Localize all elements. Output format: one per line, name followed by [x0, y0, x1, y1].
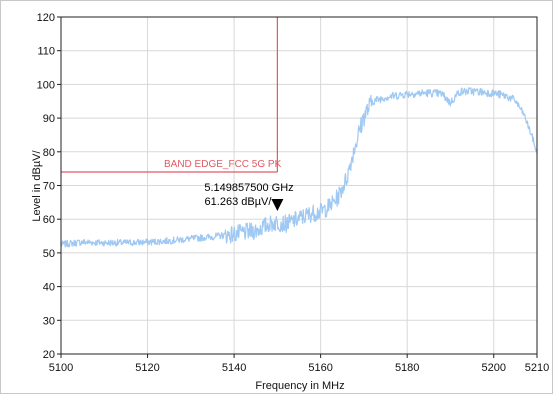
y-tick-label: 70 [43, 181, 55, 193]
x-axis-label: Frequency in MHz [255, 380, 344, 392]
y-tick-label: 100 [37, 79, 55, 91]
y-axis-label: Level in dBµV/ [31, 149, 43, 221]
x-tick-label: 5200 [481, 362, 505, 374]
x-tick-label: 5180 [395, 362, 419, 374]
x-tick-label: 5160 [308, 362, 332, 374]
y-tick-label: 90 [43, 113, 55, 125]
y-tick-label: 110 [37, 46, 55, 58]
grid [60, 16, 538, 355]
y-tick-label: 40 [43, 282, 55, 294]
trace-layer [60, 87, 538, 248]
x-tick-label: 5120 [135, 362, 159, 374]
y-tick-label: 60 [43, 214, 55, 226]
y-tick-label: 80 [43, 147, 55, 159]
marker-frequency-label: 5.149857500 GHz [204, 182, 293, 194]
x-tick-label: 5140 [222, 362, 246, 374]
spectrum-trace [60, 87, 538, 248]
y-tick-label: 20 [43, 349, 55, 361]
limit-layer [61, 17, 278, 173]
axis-layer: 20 30 40 50 60 70 80 90 100 110 120 5100 5120 5140 516… [37, 12, 550, 374]
y-tick-label: 50 [43, 248, 55, 260]
x-tick-label: 5210 [525, 362, 549, 374]
marker-level-label: 61.263 dBµV/ [205, 196, 273, 208]
marker-layer [271, 198, 284, 211]
y-tick-label: 120 [37, 12, 55, 24]
y-tick-label: 30 [43, 315, 55, 327]
limit-label: BAND EDGE_FCC 5G PK [164, 159, 282, 170]
marker-triangle [271, 198, 284, 211]
x-tick-label: 5100 [49, 362, 73, 374]
